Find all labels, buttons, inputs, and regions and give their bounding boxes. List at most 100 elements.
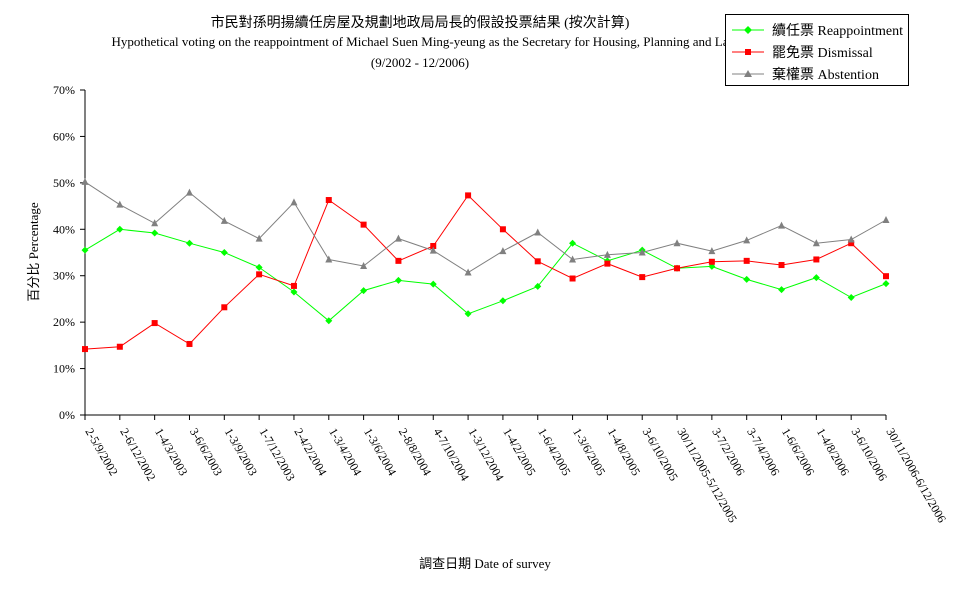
- y-tick-label: 30%: [53, 269, 75, 283]
- chart-title: 市民對孫明揚續任房屋及規劃地政局局長的假設投票結果 (按次計算): [210, 16, 630, 31]
- data-point-abstention: [116, 200, 124, 208]
- data-point-reappointment: [847, 294, 855, 302]
- data-point-reappointment: [116, 225, 124, 233]
- data-point-reappointment: [778, 286, 786, 294]
- data-point-abstention: [499, 247, 507, 255]
- axes: 0% 10% 20% 30% 40% 50% 60% 70%: [53, 83, 886, 422]
- x-tick-label: 1-3/6/2005: [570, 426, 608, 479]
- legend-marker-dismissal: [732, 49, 764, 55]
- data-point-dismissal: [848, 240, 855, 247]
- data-point-abstention: [464, 268, 472, 276]
- data-point-abstention: [220, 216, 228, 224]
- data-point-dismissal: [708, 258, 715, 265]
- data-point-dismissal: [360, 221, 367, 228]
- data-point-dismissal: [395, 257, 402, 264]
- data-point-dismissal: [534, 258, 541, 265]
- x-tick-label: 3-6/6/2003: [187, 426, 225, 479]
- data-point-abstention: [778, 221, 786, 229]
- data-point-abstention: [673, 239, 681, 247]
- x-tick-label: 1-3/9/2003: [222, 426, 260, 479]
- x-tick-label: 1-6/4/2005: [535, 426, 573, 479]
- data-point-abstention: [638, 248, 646, 256]
- data-point-dismissal: [221, 304, 228, 311]
- data-point-abstention: [81, 177, 89, 185]
- x-tick-label: 1-4/8/2006: [814, 426, 852, 479]
- data-point-reappointment: [360, 287, 368, 295]
- chart-period: (9/2002 - 12/2006): [370, 55, 470, 70]
- chart-subtitle: Hypothetical voting on the reappointment…: [111, 34, 729, 49]
- series-reappointment: [81, 225, 890, 325]
- x-tick-label: 2-8/8/2004: [396, 426, 434, 479]
- data-point-abstention: [185, 188, 193, 196]
- data-point-abstention: [429, 246, 437, 254]
- series-dismissal: [82, 192, 889, 353]
- x-axis-label: 調查日期 Date of survey: [419, 556, 551, 571]
- data-point-dismissal: [186, 340, 193, 347]
- y-axis-label: 百分比 Percentage: [26, 202, 41, 302]
- data-point-dismissal: [430, 243, 437, 249]
- data-point-dismissal: [569, 275, 576, 282]
- y-tick-label: 20%: [53, 315, 75, 329]
- data-point-reappointment: [499, 297, 507, 305]
- data-point-dismissal: [116, 343, 123, 350]
- y-tick-label: 10%: [53, 362, 75, 376]
- legend-item-dismissal: 罷免票 Dismissal: [730, 41, 908, 63]
- data-point-abstention: [290, 198, 298, 206]
- data-point-reappointment: [185, 239, 193, 247]
- data-point-dismissal: [256, 271, 263, 278]
- legend-label-dismissal: 罷免票 Dismissal: [772, 46, 873, 61]
- data-point-dismissal: [639, 274, 646, 281]
- legend: 續任票 Reappointment 罷免票 Dismissal 棄權票 Abst…: [725, 14, 909, 86]
- x-tick-label: 1-3/4/2004: [326, 426, 364, 479]
- x-tick-label: 30/11/2006-6/12/2006: [883, 426, 949, 526]
- x-tick-label: 3-6/10/2005: [640, 426, 681, 484]
- data-point-dismissal: [813, 256, 820, 263]
- data-point-dismissal: [325, 197, 332, 204]
- data-point-reappointment: [464, 310, 472, 318]
- y-tick-label: 60%: [53, 129, 75, 143]
- series-line-reappointment: [84, 228, 887, 322]
- y-tick-label: 50%: [53, 176, 75, 190]
- x-tick-label: 3-6/10/2006: [849, 426, 890, 484]
- legend-item-reappointment: 續任票 Reappointment: [730, 19, 908, 41]
- x-tick-label: 2-6/12/2002: [117, 426, 158, 484]
- data-point-reappointment: [81, 246, 89, 254]
- y-tick-label: 70%: [53, 83, 75, 97]
- data-point-abstention: [255, 234, 263, 242]
- legend-label-reappointment: 續任票 Reappointment: [772, 24, 904, 39]
- legend-label-abstention: 棄權票 Abstention: [772, 68, 879, 83]
- x-tick-label: 4-7/10/2004: [431, 426, 472, 484]
- data-point-reappointment: [812, 274, 820, 282]
- data-point-abstention: [847, 235, 855, 243]
- x-tick-label: 3-7/4/2006: [744, 426, 782, 479]
- x-tick-labels: 2-5/9/20022-6/12/20021-4/3/20033-6/6/200…: [82, 415, 949, 525]
- data-point-dismissal: [82, 346, 88, 353]
- x-tick-label: 1-7/12/2003: [257, 426, 298, 484]
- data-point-dismissal: [883, 273, 889, 280]
- data-point-dismissal: [778, 262, 785, 269]
- data-point-abstention: [603, 250, 611, 258]
- data-point-reappointment: [743, 275, 751, 283]
- data-point-abstention: [743, 236, 751, 244]
- data-point-dismissal: [674, 265, 681, 272]
- data-point-dismissal: [499, 226, 506, 233]
- data-point-reappointment: [290, 288, 298, 296]
- data-point-reappointment: [151, 229, 159, 237]
- data-point-reappointment: [429, 280, 437, 288]
- y-tick-label: 0%: [59, 408, 75, 422]
- x-tick-label: 2-5/9/2002: [82, 426, 120, 479]
- data-point-abstention: [325, 255, 333, 263]
- data-point-abstention: [812, 239, 820, 247]
- data-point-reappointment: [534, 282, 542, 290]
- data-point-dismissal: [151, 320, 158, 327]
- series-line-dismissal: [84, 194, 887, 350]
- legend-marker-reappointment: [732, 26, 764, 34]
- x-tick-label: 1-6/6/2006: [779, 426, 817, 479]
- data-point-reappointment: [882, 280, 890, 288]
- data-point-abstention: [394, 234, 402, 242]
- data-point-dismissal: [465, 192, 472, 199]
- data-point-reappointment: [569, 239, 577, 247]
- data-point-dismissal: [290, 282, 297, 289]
- x-tick-label: 1-4/2/2005: [500, 426, 538, 479]
- data-point-dismissal: [604, 260, 611, 267]
